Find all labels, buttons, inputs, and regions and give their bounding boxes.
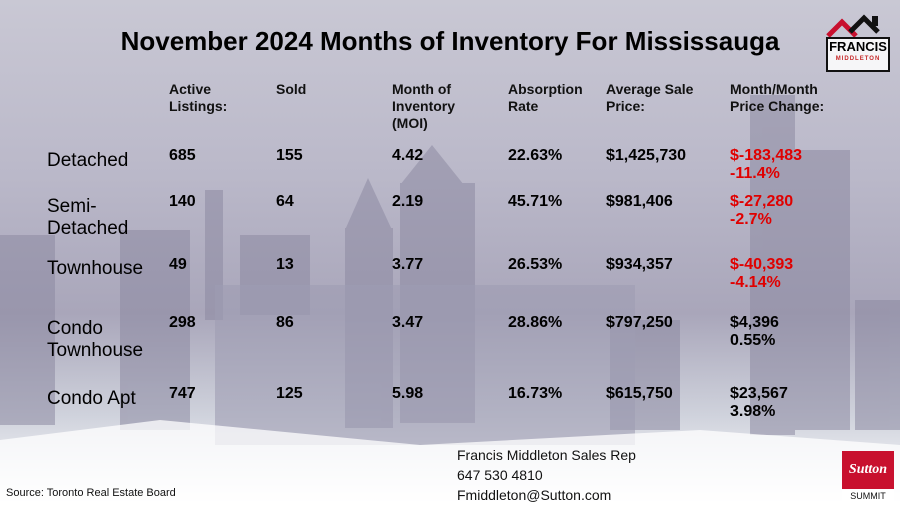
header-sold: Sold (276, 81, 307, 97)
francis-middleton-logo: FRANCIS MIDDLETON (826, 14, 890, 72)
cell-absorption: 28.86% (508, 314, 563, 331)
cell-active: 747 (169, 385, 196, 402)
cell-active: 140 (169, 193, 196, 210)
cell-absorption: 16.73% (508, 385, 563, 402)
cell-avg-price: $1,425,730 (606, 147, 687, 164)
cell-absorption: 26.53% (508, 256, 563, 273)
cell-price-change: $-183,483 -11.4% (730, 147, 803, 182)
cell-absorption: 45.71% (508, 193, 563, 210)
row-label-townhouse: Townhouse (47, 258, 144, 279)
cell-sold: 86 (276, 314, 294, 331)
logo-subname: MIDDLETON (835, 56, 881, 62)
source-note: Source: Toronto Real Estate Board (6, 487, 176, 499)
cell-active: 685 (169, 147, 196, 164)
cell-sold: 13 (276, 256, 294, 273)
row-label-condo-apt: Condo Apt (47, 388, 136, 409)
header-month-price-change: Month/Month Price Change: (730, 81, 825, 114)
cell-moi: 4.42 (392, 147, 424, 164)
cell-sold: 155 (276, 147, 303, 164)
row-label-semi-detached: Semi- Detached (47, 196, 129, 239)
header-active-listings: Active Listings: (169, 81, 228, 114)
row-label-detached: Detached (47, 150, 129, 171)
logo-name: FRANCIS (829, 39, 887, 54)
cell-price-change: $-27,280 -2.7% (730, 193, 794, 228)
header-absorption-rate: Absorption Rate (508, 81, 583, 114)
cell-sold: 64 (276, 193, 294, 210)
contact-email[interactable]: Fmiddleton@Sutton.com (457, 487, 612, 503)
brokerage-name: Sutton (842, 451, 894, 489)
cell-moi: 5.98 (392, 385, 424, 402)
contact-phone[interactable]: 647 530 4810 (457, 467, 543, 483)
brokerage-sub: SUMMIT (842, 490, 894, 503)
cell-active: 49 (169, 256, 187, 273)
cell-absorption: 22.63% (508, 147, 563, 164)
cell-moi: 3.47 (392, 314, 424, 331)
cell-price-change: $4,396 0.55% (730, 314, 779, 349)
header-moi: Month of Inventory (MOI) (392, 81, 456, 131)
sutton-logo: Sutton SUMMIT (842, 451, 894, 503)
page-title: November 2024 Months of Inventory For Mi… (120, 26, 780, 56)
cell-avg-price: $615,750 (606, 385, 673, 402)
roof-icon (826, 14, 880, 38)
cell-active: 298 (169, 314, 196, 331)
cell-moi: 2.19 (392, 193, 424, 210)
cell-price-change: $-40,393 -4.14% (730, 256, 794, 291)
cell-sold: 125 (276, 385, 303, 402)
cell-avg-price: $797,250 (606, 314, 673, 331)
cell-price-change: $23,567 3.98% (730, 385, 788, 420)
row-label-condo-townhouse: Condo Townhouse (47, 318, 144, 361)
cell-avg-price: $981,406 (606, 193, 673, 210)
header-average-sale-price: Average Sale Price: (606, 81, 694, 114)
contact-name: Francis Middleton Sales Rep (457, 447, 636, 463)
cell-avg-price: $934,357 (606, 256, 673, 273)
cell-moi: 3.77 (392, 256, 424, 273)
